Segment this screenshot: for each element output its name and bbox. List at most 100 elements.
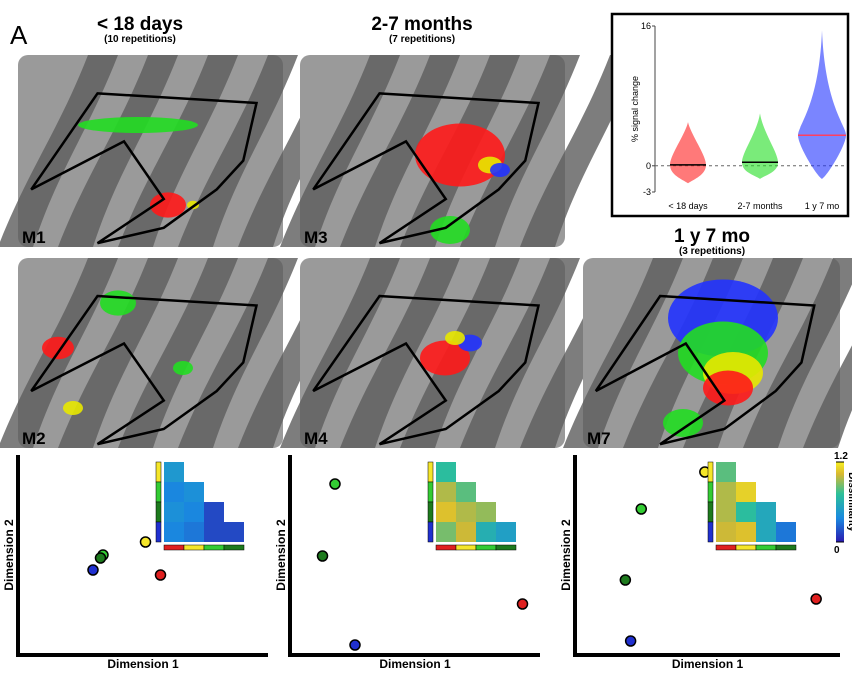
point [139,536,152,548]
rdm-cell [184,502,204,522]
rdm-key [155,501,162,523]
point [810,593,822,605]
point [316,550,329,562]
point [619,574,632,586]
point [154,569,167,581]
y-tick-label: 16 [641,21,651,31]
sulcus [340,258,460,448]
point [94,552,107,564]
activation [663,409,703,437]
y-axis-label: Dimension 2 [559,519,573,591]
rdm-cell [476,502,496,522]
rdm-key [707,501,714,523]
activation [420,340,470,376]
colorbar-label: Dissimilarity [846,472,852,532]
rdm-cell [224,522,244,542]
rdm-cell [184,482,204,502]
colorbar [836,462,844,542]
rdm-key [427,521,434,543]
y-axis-label: Dimension 2 [2,519,16,591]
x-tick-label: 2-7 months [737,201,783,211]
violin [670,122,706,184]
activation [42,336,74,360]
rdm-cell [496,522,516,542]
rdm-cell [164,462,184,482]
rdm-key [155,461,162,483]
rdm-key [707,481,714,503]
y-tick-label: 0 [646,161,651,171]
x-axis-label: Dimension 1 [672,657,744,671]
sulcus [743,258,852,448]
rdm-cell [716,462,736,482]
roi-outline [30,294,259,446]
brain-map: M2 [0,258,358,448]
point [624,635,637,647]
map-label: M2 [22,429,46,448]
activation [703,370,753,406]
rdm-key [495,544,517,551]
rdm-key [155,521,162,543]
brain-map: M3 [280,55,640,247]
rdm-key [223,544,245,551]
rdm-cell [776,522,796,542]
rdm-cell [456,502,476,522]
x-tick-label: < 18 days [668,201,708,211]
rdm-key [203,544,225,551]
rdm-key [427,461,434,483]
activation [445,331,465,345]
rdm-cell [476,522,496,542]
rdm-cell [716,522,736,542]
colorbar-tick-label: 0 [834,545,840,556]
axes [288,455,540,657]
activation [490,163,510,177]
rdm-key [163,544,185,551]
map-label: M4 [304,429,328,448]
rdm-cell [204,522,224,542]
rdm-cell [736,502,756,522]
rdm-key [475,544,497,551]
roi-outline [312,92,541,245]
rdm-cell [736,522,756,542]
rdm-key [435,544,457,551]
y-tick-label: -3 [643,187,651,197]
sulcus [58,55,178,247]
activation [63,401,83,415]
brain-map: M1 [0,55,358,247]
rdm-key [755,544,777,551]
axes [573,455,840,657]
map-label: M1 [22,228,46,247]
rdm-cell [756,522,776,542]
y-axis-label: % signal change [630,76,640,142]
rdm-key [183,544,205,551]
map-label: M3 [304,228,328,247]
rdm-key [427,501,434,523]
activation [100,290,136,316]
rdm-cell [164,522,184,542]
sulcus [118,55,238,247]
rdm-cell [164,502,184,522]
rdm-cell [184,522,204,542]
point [516,598,529,610]
roi-outline [30,92,259,245]
rdm-cell [436,502,456,522]
activation [78,117,198,133]
roi-outline [312,294,541,446]
y-axis-label: Dimension 2 [274,519,288,591]
rdm-key [735,544,757,551]
rdm-key [455,544,477,551]
group-title: 2-7 months [371,14,472,35]
rdm-key [427,481,434,503]
rdm-cell [756,502,776,522]
rdm-cell [436,522,456,542]
activation [415,123,505,187]
colorbar-tick-label: 1.2 [834,451,848,462]
rdm-cell [456,522,476,542]
group-reps: (10 repetitions) [104,34,176,45]
panel-label: A [10,20,28,50]
sulcus [58,258,178,448]
point [349,639,361,651]
sulcus [178,258,298,448]
map-label: M7 [587,429,611,448]
rdm-cell [204,502,224,522]
